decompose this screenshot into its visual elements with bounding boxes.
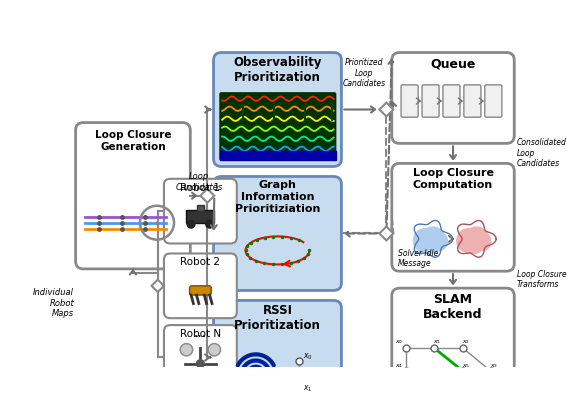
FancyBboxPatch shape [213,52,342,166]
Text: $x_0$: $x_0$ [303,352,313,363]
FancyBboxPatch shape [197,205,204,211]
Text: Robot 2: Robot 2 [180,258,220,267]
Circle shape [429,232,448,251]
Text: $x_3$: $x_3$ [490,362,498,370]
Text: Robot 1: Robot 1 [180,183,220,193]
Circle shape [206,220,213,228]
Polygon shape [379,103,393,117]
Circle shape [422,227,444,249]
Circle shape [187,220,195,228]
FancyBboxPatch shape [213,300,342,412]
Text: Individual
Robot
Maps: Individual Robot Maps [33,288,74,318]
Text: Loop Closure
Computation: Loop Closure Computation [412,168,494,190]
Circle shape [180,344,193,356]
FancyBboxPatch shape [213,176,342,290]
Text: $x_1$: $x_1$ [303,384,313,394]
FancyBboxPatch shape [401,85,418,117]
Circle shape [197,360,204,368]
FancyBboxPatch shape [485,85,502,117]
FancyBboxPatch shape [220,93,336,160]
Circle shape [414,229,437,253]
Text: $x_0$: $x_0$ [396,339,404,346]
Polygon shape [379,227,393,240]
Text: Loop
Candidates: Loop Candidates [175,173,223,192]
Text: Observability
Prioritization: Observability Prioritization [233,56,322,84]
Circle shape [423,236,440,253]
Circle shape [466,236,483,253]
Text: Robot N: Robot N [180,329,221,339]
Circle shape [208,371,220,384]
Polygon shape [200,189,215,203]
FancyBboxPatch shape [392,164,514,271]
Circle shape [208,344,220,356]
Text: ...: ... [194,326,207,340]
FancyBboxPatch shape [186,210,215,223]
Text: Loop Closure
Generation: Loop Closure Generation [95,130,171,152]
Circle shape [472,232,491,251]
FancyBboxPatch shape [164,179,237,243]
Text: $x_4$: $x_4$ [396,362,404,370]
Circle shape [457,229,481,253]
Text: Consolidated
Loop
Candidates: Consolidated Loop Candidates [517,138,567,168]
Text: Graph
Information
Prioritiziation: Graph Information Prioritiziation [235,180,320,213]
Text: $x_5$: $x_5$ [462,362,470,370]
FancyBboxPatch shape [392,52,514,143]
FancyBboxPatch shape [464,85,481,117]
FancyBboxPatch shape [392,288,514,398]
Polygon shape [151,280,164,292]
Text: $x_1$: $x_1$ [433,339,441,346]
Circle shape [180,371,193,384]
Text: SLAM
Backend: SLAM Backend [423,293,483,321]
Text: $x_2$: $x_2$ [462,339,470,346]
FancyBboxPatch shape [164,253,237,318]
Text: Solver Idle
Message: Solver Idle Message [398,249,438,268]
Circle shape [465,227,488,249]
Text: RSSI
Prioritization: RSSI Prioritization [234,304,321,332]
FancyBboxPatch shape [190,286,211,295]
FancyBboxPatch shape [75,123,190,269]
Text: Loop Closure
Transforms: Loop Closure Transforms [517,270,566,289]
FancyBboxPatch shape [443,85,460,117]
Text: Prioritized
Loop
Candidates: Prioritized Loop Candidates [342,58,386,88]
FancyBboxPatch shape [164,325,237,390]
Text: Queue: Queue [430,57,476,70]
FancyBboxPatch shape [422,85,439,117]
